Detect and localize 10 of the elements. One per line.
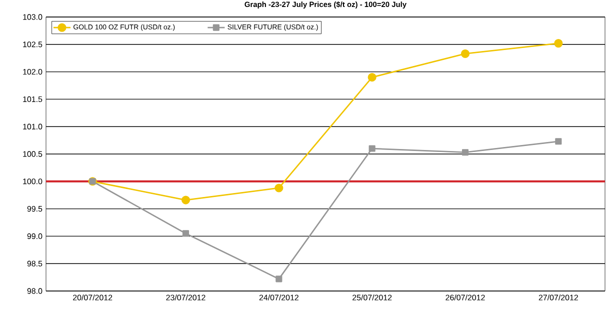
point <box>274 184 284 192</box>
point <box>554 39 563 48</box>
point <box>368 72 376 82</box>
point <box>460 49 470 58</box>
point <box>462 149 469 156</box>
point <box>555 138 562 145</box>
point <box>276 276 282 282</box>
point <box>181 196 190 204</box>
point <box>182 230 190 237</box>
point <box>368 145 376 152</box>
